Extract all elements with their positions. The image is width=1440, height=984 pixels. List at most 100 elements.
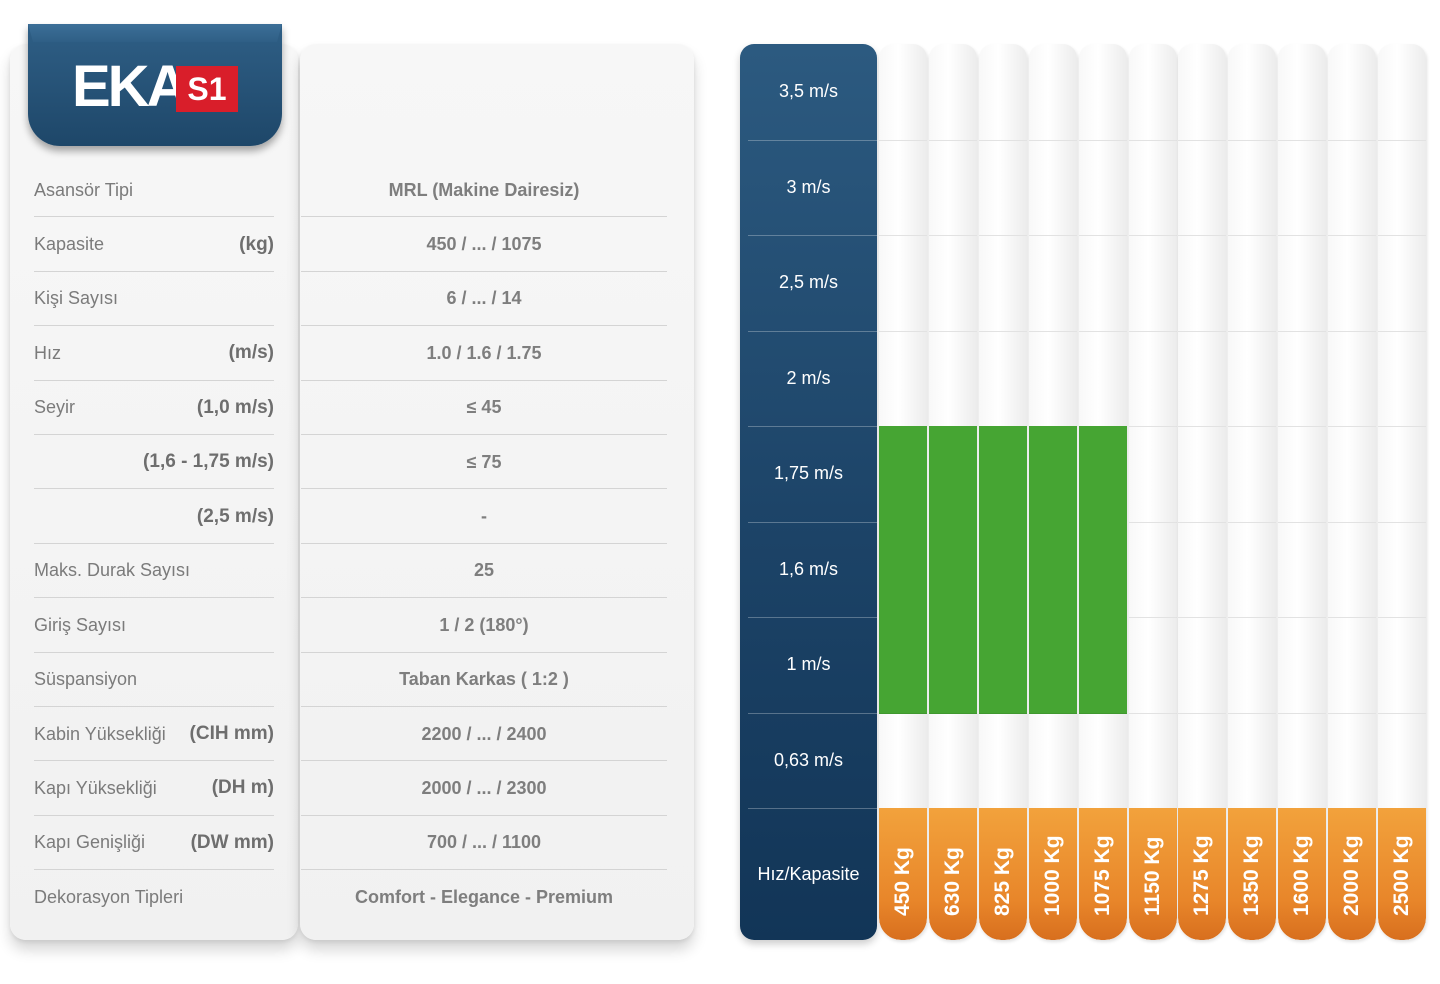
spec-name: Dekorasyon Tipleri	[34, 886, 184, 907]
available-cell	[928, 426, 977, 523]
row-divider	[34, 325, 274, 327]
row-divider	[34, 705, 274, 707]
grid-line	[1128, 521, 1177, 523]
grid-line	[1328, 139, 1377, 141]
speed-divider	[748, 521, 877, 523]
available-cell-divider	[1078, 712, 1127, 714]
grid-line	[879, 139, 927, 141]
row-divider	[301, 379, 667, 381]
row-divider	[301, 488, 667, 490]
spec-unit: (DW mm)	[190, 831, 274, 853]
row-divider	[34, 869, 274, 871]
capacity-label: 630 Kg	[940, 847, 964, 916]
spec-label-panel	[10, 44, 298, 940]
spec-value: 700 / ... / 1100	[426, 832, 542, 853]
available-cell	[978, 521, 1027, 618]
speed-capacity-grid: 3,5 m/s 3 m/s 2,5 m/s 2 m/s 1,75 m/s 1,6 m/s 1…	[740, 44, 1426, 940]
spec-unit: (2,5 m/s)	[196, 505, 274, 527]
speed-column: 3,5 m/s 3 m/s 2,5 m/s 2 m/s 1,75 m/s 1,6 m/s 1…	[740, 44, 877, 940]
grid-line	[1278, 235, 1327, 236]
row-divider	[301, 270, 667, 272]
spec-name: Kişi Sayısı	[34, 288, 119, 309]
grid-corner-header: Hız/Kapasite	[757, 863, 860, 884]
row-divider	[301, 869, 667, 871]
speed-divider	[748, 617, 877, 618]
available-cell	[879, 617, 927, 714]
capacity-column: 1275 Kg	[1178, 44, 1227, 940]
grid-line	[1278, 617, 1327, 618]
spec-value: Taban Karkas ( 1:2 )	[399, 669, 569, 690]
spec-value-cell: 2000 / ... / 2300	[301, 761, 667, 815]
spec-value-cell: MRL (Makine Dairesiz)	[301, 163, 667, 217]
grid-line	[1278, 521, 1327, 523]
grid-line	[1278, 712, 1327, 714]
capacity-column: 2500 Kg	[1378, 44, 1426, 940]
row-divider	[301, 651, 667, 653]
grid-line	[928, 330, 977, 332]
capacity-column: 1150 Kg	[1128, 44, 1177, 940]
grid-line	[1378, 330, 1426, 332]
capacity-column: 1350 Kg	[1228, 44, 1277, 940]
spec-label-cell: Kapasite (kg)	[34, 217, 274, 271]
grid-line	[978, 330, 1027, 332]
spec-table: Asansör Tipi MRL (Makine Dairesiz) Kapasit…	[34, 163, 668, 924]
spec-value-cell: Taban Karkas ( 1:2 )	[301, 653, 667, 707]
speed-divider	[748, 808, 877, 809]
row-divider	[301, 216, 667, 218]
spec-value-cell: 2200 / ... / 2400	[301, 707, 667, 761]
speed-label: 2 m/s	[786, 367, 831, 388]
capacity-label: 1275 Kg	[1190, 835, 1214, 916]
grid-line	[1128, 712, 1177, 714]
available-cell-divider	[1028, 712, 1077, 714]
capacity-column: 1000 Kg	[1028, 44, 1077, 940]
row-divider	[301, 760, 667, 762]
grid-line	[1178, 139, 1227, 141]
grid-line	[1378, 235, 1426, 236]
capacity-label: 2500 Kg	[1390, 835, 1413, 916]
spec-row: Kapı Genişliği (DW mm) 700 / ... / 1100	[34, 816, 668, 871]
capacity-label: 1075 Kg	[1090, 835, 1114, 916]
spec-label-cell: Asansör Tipi	[34, 163, 274, 217]
row-divider	[34, 379, 274, 381]
capacity-column: 450 Kg	[879, 44, 927, 940]
spec-value-cell: -	[301, 489, 667, 543]
row-divider	[301, 814, 667, 816]
available-cell	[978, 617, 1027, 714]
available-cell-divider	[879, 712, 927, 714]
row-divider	[301, 705, 667, 707]
capacity-label: 450 Kg	[891, 847, 914, 916]
speed-label: 3 m/s	[786, 176, 831, 197]
capacity-footer: 2000 Kg	[1328, 808, 1377, 940]
spec-value-panel	[300, 44, 694, 940]
spec-value: 1.0 / 1.6 / 1.75	[426, 342, 542, 363]
grid-line	[1328, 712, 1377, 714]
available-cell	[879, 426, 927, 523]
grid-line	[1328, 330, 1377, 332]
grid-line	[1178, 235, 1227, 236]
spec-label-cell: Seyir (1,0 m/s)	[34, 381, 274, 435]
grid-line	[1278, 139, 1327, 141]
spec-label-cell: Süspansiyon	[34, 653, 274, 707]
spec-name: Asansör Tipi	[34, 179, 134, 200]
spec-label-cell: Dekorasyon Tipleri	[34, 870, 274, 924]
grid-line	[1228, 426, 1277, 427]
grid-line	[1328, 617, 1377, 618]
grid-line	[1128, 139, 1177, 141]
available-cell	[1028, 521, 1077, 618]
spec-value: 6 / ... / 14	[446, 288, 522, 309]
available-cell	[879, 521, 927, 618]
spec-value: MRL (Makine Dairesiz)	[388, 179, 580, 200]
spec-label-cell: Hız (m/s)	[34, 326, 274, 380]
available-cell	[1078, 521, 1127, 618]
capacity-footer: 1150 Kg	[1128, 808, 1177, 940]
grid-line	[1228, 712, 1277, 714]
capacity-label: 2000 Kg	[1340, 835, 1364, 916]
grid-line	[1228, 521, 1277, 523]
row-divider	[34, 216, 274, 218]
grid-line	[1228, 235, 1277, 236]
spec-name: Süspansiyon	[34, 669, 138, 690]
capacity-footer: 1350 Kg	[1228, 808, 1277, 940]
capacity-column: 1075 Kg	[1078, 44, 1127, 940]
spec-label-cell: Giriş Sayısı	[34, 598, 274, 652]
capacity-column: 630 Kg	[928, 44, 977, 940]
